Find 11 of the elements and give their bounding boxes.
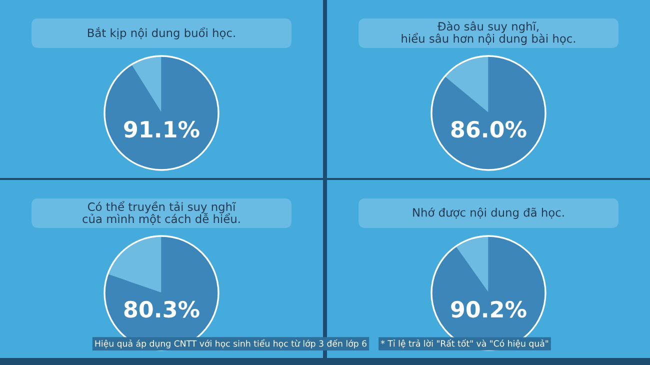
- text: * Tỉ lệ trả lời "Rất tốt" và "Có hiệu quả": [380, 339, 548, 348]
- data-label: 91.1%: [124, 120, 200, 138]
- data-label: 90.2%: [451, 300, 526, 318]
- pie-slice: [104, 55, 220, 171]
- chart-title: Có thể truyền tải suy nghĩ của mình một cách dễ hiểu.: [82, 201, 240, 226]
- data-label: 86.0%: [451, 120, 526, 138]
- data-label: 80.3%: [124, 300, 200, 318]
- chart-title: Nhớ được nội dung đã học.: [413, 207, 564, 219]
- chart-title: Bắt kịp nội dung buổi học.: [88, 27, 235, 40]
- chart-title: Đào sâu suy nghĩ, hiểu sâu hơn nội dung bài học.: [402, 21, 576, 46]
- text: Hiệu quả áp dụng CNTT với học sinh tiểu học từ lớp 3 đến lớp 6: [95, 339, 366, 348]
